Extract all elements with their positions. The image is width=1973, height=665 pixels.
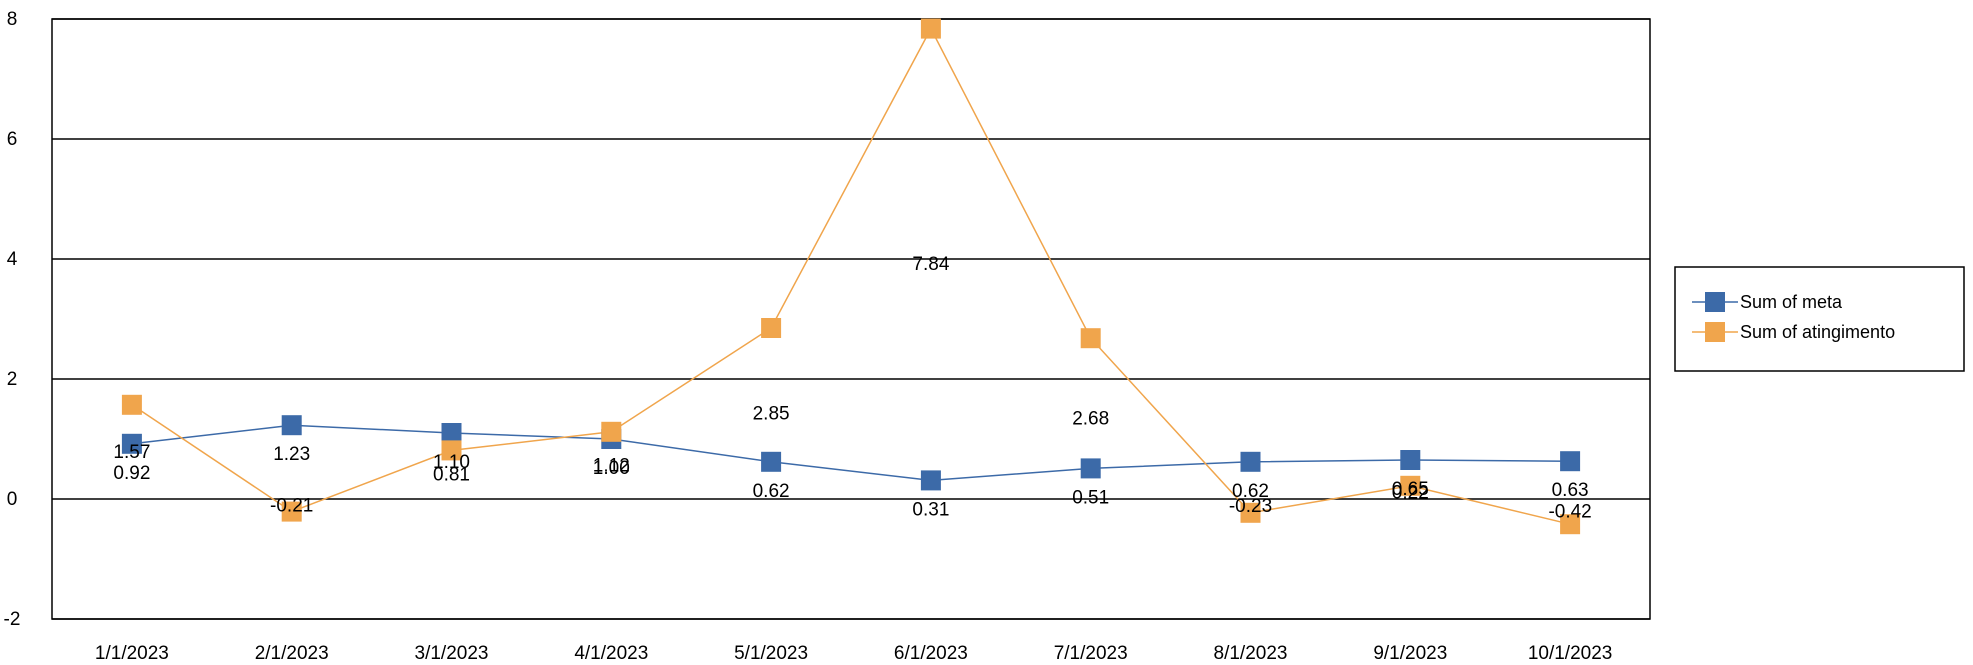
x-tick-label: 3/1/2023 (415, 643, 489, 664)
data-label: 7.84 (912, 254, 949, 275)
x-tick-label: 4/1/2023 (574, 643, 648, 664)
x-tick-label: 8/1/2023 (1214, 643, 1288, 664)
x-tick-label: 7/1/2023 (1054, 643, 1128, 664)
data-label: 2.85 (753, 404, 790, 425)
data-label: 0.65 (1392, 479, 1429, 500)
series-line (131, 26, 1571, 525)
data-point-marker (1240, 451, 1261, 472)
data-point-marker (920, 470, 941, 491)
data-label: 0.62 (1232, 481, 1269, 502)
data-label: 0.51 (1072, 487, 1109, 508)
axes: -2 0 2 4 6 8 1/1/2023 2/1/2023 3/1/2023 4/1/2023 5… (4, 9, 1651, 664)
data-label: -0.42 (1548, 502, 1591, 523)
series-group (121, 18, 1581, 535)
data-label: 0.63 (1552, 480, 1589, 501)
data-point-marker (1240, 502, 1261, 523)
legend-label: Sum of atingimento (1740, 322, 1895, 342)
data-point-marker (1400, 475, 1421, 496)
data-point-marker (441, 440, 462, 461)
legend-label: Sum of meta (1740, 292, 1843, 312)
data-point-marker (601, 421, 622, 442)
series-line (131, 424, 1571, 482)
data-label: -0.21 (270, 495, 313, 516)
data-label: 0.81 (433, 465, 470, 486)
data-point-marker (920, 18, 941, 39)
data-labels: 0.92 1.23 1.10 1.00 0.62 0.31 0.51 0.62 0.65 0.63… (113, 254, 1591, 523)
y-tick-label: 0 (7, 489, 18, 510)
x-tick-label: 2/1/2023 (255, 643, 329, 664)
legend-marker (1705, 322, 1725, 342)
data-point-marker (281, 501, 302, 522)
data-label: 1.57 (113, 442, 150, 463)
data-point-marker (441, 423, 462, 443)
data-label: 0.62 (753, 481, 790, 502)
y-tick-label: 4 (7, 249, 18, 270)
y-tick-label: 2 (7, 369, 18, 390)
x-tick-label: 9/1/2023 (1373, 643, 1447, 664)
legend-box (1674, 266, 1965, 372)
plot-area-border (51, 18, 1651, 620)
data-point-marker (121, 394, 142, 415)
data-point-marker (1560, 451, 1581, 472)
y-tick-label: 6 (7, 129, 18, 150)
data-label: 1.12 (593, 455, 630, 476)
gridlines (52, 18, 1650, 620)
data-point-marker (1560, 514, 1581, 535)
data-label: -0.23 (1229, 496, 1272, 517)
y-tick-label: -2 (4, 609, 21, 630)
data-point-marker (1080, 458, 1101, 479)
legend: Sum of meta Sum of atingimento (1674, 266, 1965, 372)
x-tick-label: 5/1/2023 (734, 643, 808, 664)
x-tick-label: 10/1/2023 (1528, 643, 1613, 664)
x-tick-label: 1/1/2023 (95, 643, 169, 664)
data-label: 0.22 (1392, 482, 1429, 503)
data-label: 0.92 (113, 463, 150, 484)
legend-marker (1705, 292, 1725, 312)
data-label: 0.31 (912, 499, 949, 520)
data-label: 2.68 (1072, 409, 1109, 430)
data-point-marker (121, 433, 142, 454)
data-label: 1.10 (433, 452, 470, 473)
data-point-marker (761, 451, 782, 472)
data-point-marker (1080, 328, 1101, 349)
y-tick-label: 8 (7, 9, 18, 30)
data-point-marker (281, 415, 302, 436)
x-tick-label: 6/1/2023 (894, 643, 968, 664)
data-point-marker (1400, 450, 1421, 470)
data-point-marker (761, 318, 782, 338)
data-label: 1.00 (593, 458, 630, 479)
data-label: 1.23 (273, 444, 310, 465)
